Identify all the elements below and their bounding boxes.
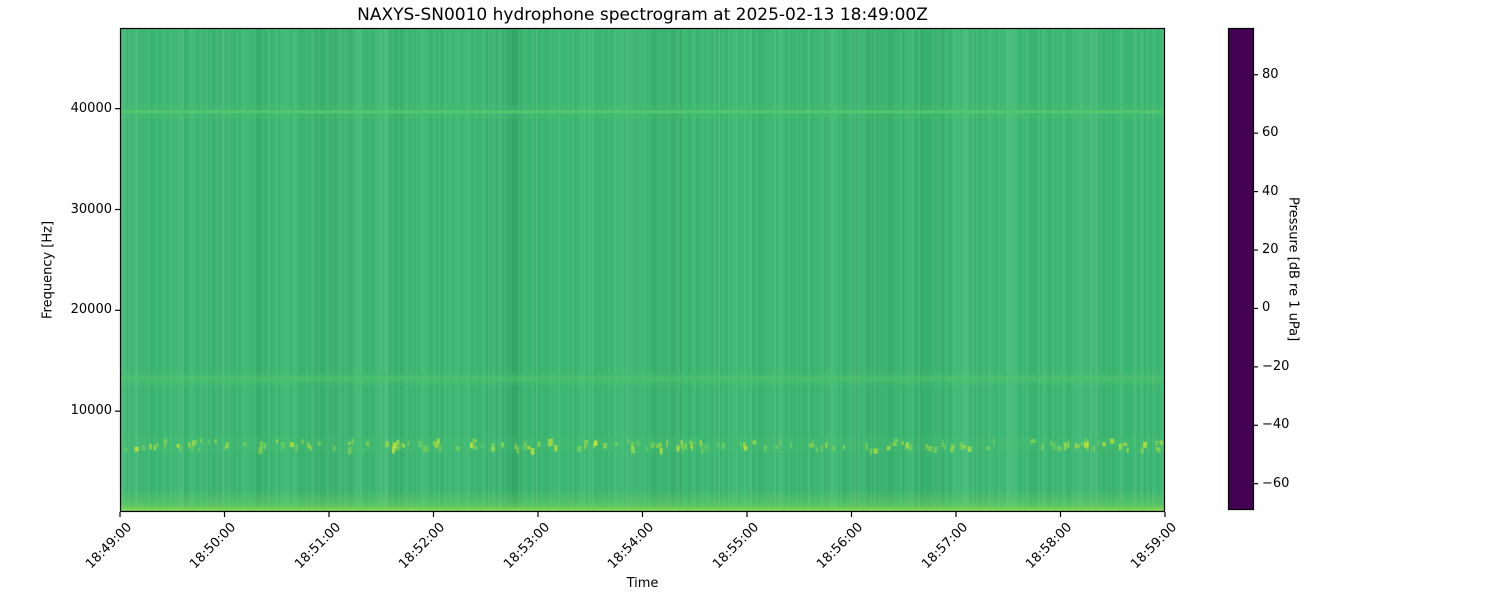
colorbar-tick-label: 40 (1262, 183, 1279, 199)
colorbar-tick-label: 20 (1262, 242, 1279, 257)
colorbar-tick-label: 60 (1262, 125, 1279, 141)
colorbar-outline (1227, 27, 1255, 511)
y-tick-label: 30000 (70, 201, 112, 217)
y-tick-label: 20000 (70, 302, 112, 318)
colorbar-tick-label: 80 (1262, 66, 1279, 82)
y-tick-label: 40000 (70, 100, 112, 116)
axes-spines (119, 27, 1166, 513)
x-axis-label: Time (626, 576, 659, 591)
colorbar-label: Pressure [dB re 1 uPa] (1285, 196, 1301, 342)
colorbar-tick-label: −40 (1262, 417, 1290, 433)
y-tick-label: 10000 (70, 403, 112, 419)
colorbar-tick-label: 0 (1262, 300, 1271, 316)
spectrogram-background (120, 28, 1165, 512)
chart-title: NAXYS-SN0010 hydrophone spectrogram at 2… (357, 5, 928, 25)
colorbar-tick-label: −60 (1262, 475, 1290, 491)
colorbar-tick-label: −20 (1262, 358, 1290, 374)
colorbar-gradient (1228, 28, 1254, 510)
spectrogram-pixels (120, 28, 1165, 512)
